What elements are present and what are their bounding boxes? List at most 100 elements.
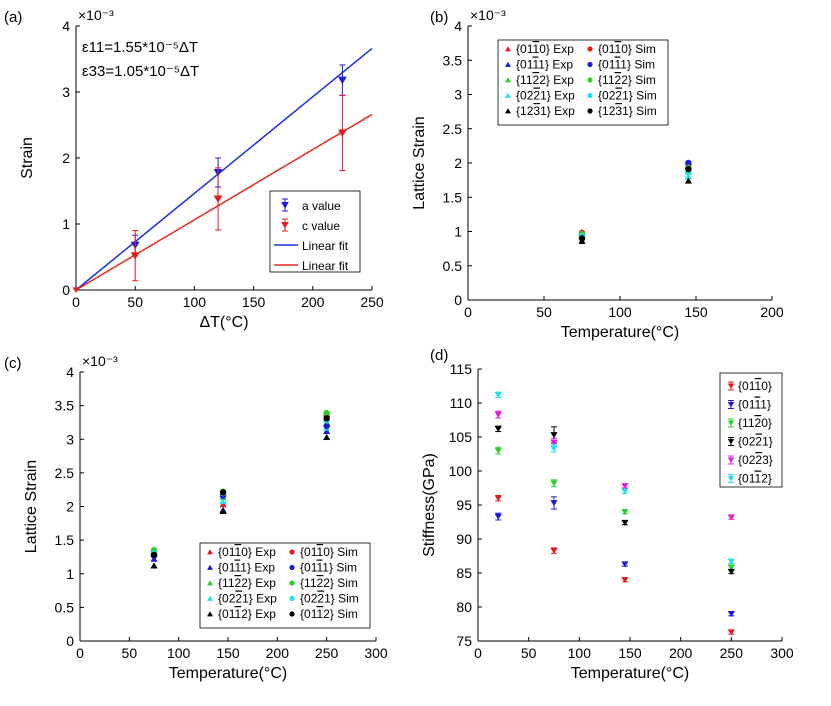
chart-a: 0 50 100 150 200 250 0 1 2 3 4 (a) ×10⁻³ ΔT(°C) Strain… [4,7,384,331]
y-tick-label: 80 [456,599,472,615]
y-tick-label: 2 [454,155,462,171]
legend-label-sim-1: {0111} Sim [598,58,655,72]
data-point-0-1 [550,547,558,554]
x-tick-label: 100 [167,645,191,661]
legend-marker-sim-2 [289,580,295,586]
y-tick-label: 3.5 [443,52,463,68]
data-point-4-1 [684,177,693,184]
legend-marker-exp-2 [504,77,512,83]
data-point-5-2 [621,488,629,495]
legend-label-3: {0221} [738,435,773,449]
legend-label-2: {1120} [738,416,772,430]
panel-label: (a) [4,9,22,26]
y-axis-title: Lattice Strain [23,460,40,553]
legend-label-sim-2: {1122} Sim [598,73,656,87]
legend-label-exp-3: {0221} Exp [218,592,277,606]
x-tick-label: 300 [364,645,388,661]
legend-label-1: {0111} [738,398,771,412]
data-point-9-2 [323,415,330,422]
x-tick-label: 150 [242,294,266,310]
legend-label-exp-2: {1122} Exp [516,73,574,87]
legend-marker-sim-2 [587,77,593,83]
data-point-2-1 [550,480,558,487]
panel-label: (d) [430,347,448,364]
y-tick-label: 1 [454,224,462,240]
legend-label-sim-0: {0110} Sim [598,42,656,56]
data-point-1-2 [621,561,629,568]
x-tick-label: 0 [76,645,84,661]
legend-marker-5 [727,476,735,482]
x-tick-label: 200 [760,304,784,320]
y-tick-label: 0 [62,282,70,298]
y-tick-label: 4 [66,364,74,380]
data-point-4-0 [494,411,502,418]
legend: {0110} {0111} {1120} {0221} {0223} {0112} [719,372,783,488]
x-axis-title: ΔT(°C) [199,314,248,331]
legend-label-exp-0: {0110} Exp [218,545,276,559]
legend-marker-4 [727,457,735,464]
data-point-4-1 [550,439,558,446]
y-tick-label: 3 [62,84,70,100]
data-point-3-1 [219,497,227,504]
data-point-1-0 [150,555,158,562]
axis-exponent: ×10⁻³ [78,7,114,23]
x-tick-label: 150 [684,304,708,320]
legend-marker-sim-1 [289,564,295,571]
y-axis-title: Stiffness(GPa) [421,453,438,557]
origin-point [72,287,80,294]
y-tick-label: 2.5 [443,121,463,137]
data-point-5-1 [550,445,558,452]
x-tick-label: 250 [315,645,339,661]
y-tick-label: 85 [456,565,472,581]
legend-label-0: {0110} [738,379,772,393]
x-axis-title: Temperature(°C) [169,665,287,682]
legend-marker-exp-1 [206,564,214,570]
x-tick-label: 300 [770,645,794,661]
data-point-1-1 [550,500,558,507]
data-point-0-2 [621,576,629,584]
data-point-4-2 [323,433,331,441]
x-tick-label: 150 [216,645,240,661]
x-tick-label: 100 [608,304,632,320]
axis-exponent: ×10⁻³ [470,7,506,23]
data-point-1-0 [494,513,502,520]
legend-marker-2 [727,420,735,427]
legend-marker-exp-0 [504,46,512,52]
y-axis-title: Lattice Strain [411,116,428,209]
data-point-9-0 [578,235,586,242]
y-tick-label: 2 [66,499,74,515]
x-tick-label: 100 [568,645,592,661]
data-point-7-2 [323,409,330,417]
x-tick-label: 150 [618,645,642,661]
panel-label: (c) [4,355,22,372]
y-tick-label: 75 [456,633,472,649]
legend-label-sim-3: {0221} Sim [598,89,657,103]
data-point-3-0 [494,426,502,433]
legend-marker-exp-1 [504,61,512,67]
legend-marker-3 [727,439,735,445]
data-point-3-3 [727,568,735,576]
data-point-2-3 [727,564,735,571]
y-tick-label: 4 [62,18,70,34]
y-tick-label: 95 [456,497,472,513]
legend-box [497,39,669,126]
y-tick-label: 1.5 [55,532,75,548]
legend-label-1: c value [302,219,340,233]
data-point-3-1 [550,432,558,439]
x-tick-label: 0 [72,294,80,310]
y-tick-label: 4 [454,18,462,34]
legend-marker-1 [727,402,735,408]
data-point-9-1 [685,165,692,173]
y-tick-label: 2 [62,150,70,166]
y-axis-title: Strain [19,137,36,179]
x-tick-label: 50 [536,304,552,320]
data-point-5-0 [494,392,502,399]
y-tick-label: 2.5 [55,465,75,481]
data-point-1-3 [727,610,735,618]
y-tick-label: 100 [449,463,473,479]
data-point-6-2 [323,422,330,429]
legend-label-2: Linear fit [302,239,349,253]
legend-label-3: Linear fit [302,259,349,273]
x-tick-label: 50 [127,294,143,310]
data-point-5-3 [727,558,735,565]
